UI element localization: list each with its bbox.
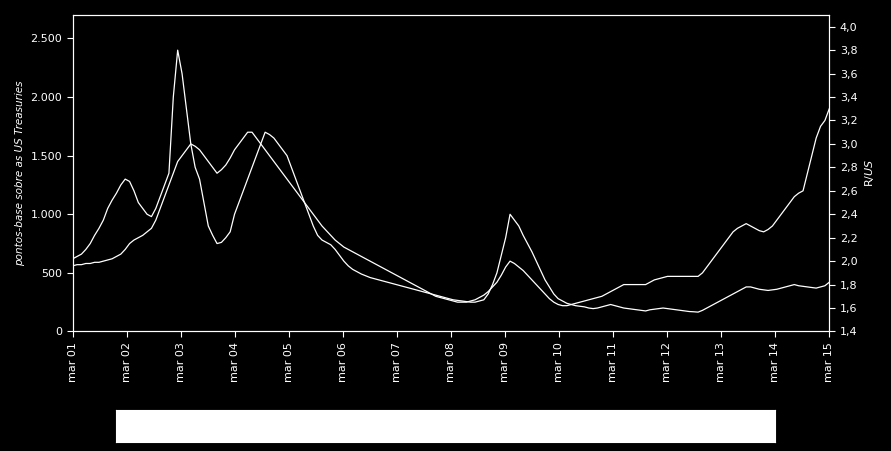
Y-axis label: pontos-base sobre as US Treasuries: pontos-base sobre as US Treasuries	[15, 80, 25, 266]
Y-axis label: R$/US$: R$/US$	[863, 159, 876, 188]
